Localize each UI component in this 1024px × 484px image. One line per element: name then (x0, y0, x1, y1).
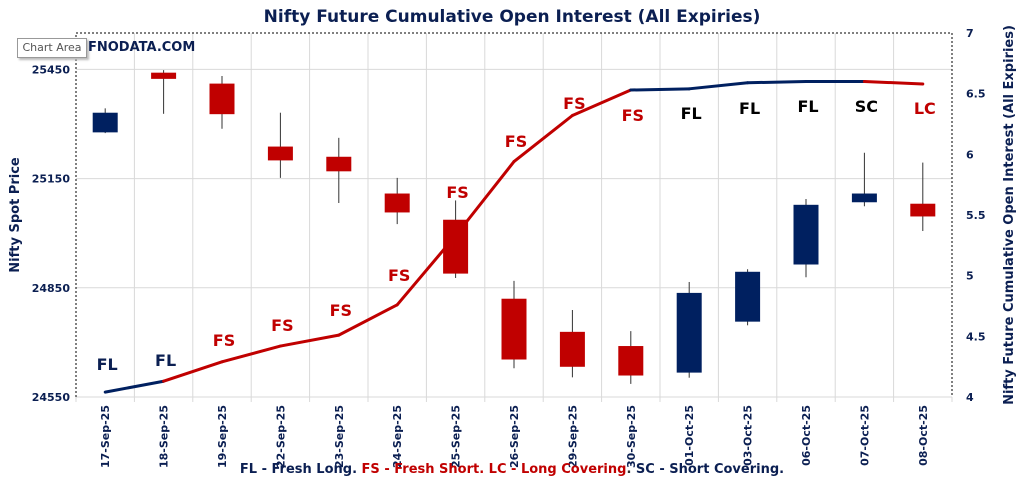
x-tick-label: 19-Sep-25 (216, 405, 229, 468)
watermark: FNODATA.COM (88, 40, 196, 55)
y-tick-right: 6.5 (966, 88, 986, 101)
x-tick-label: 26-Sep-25 (508, 405, 521, 468)
x-tick-label: 06-Oct-25 (800, 405, 813, 466)
oi-line-segment (220, 344, 282, 364)
oi-line-segment (454, 160, 516, 238)
legend-fs-lc: FS - Fresh Short. LC - Long Covering (361, 462, 627, 477)
y-tick-right: 4.5 (966, 330, 986, 343)
legend-fl: FL - Fresh Long. (239, 462, 362, 477)
oi-line-segment (103, 379, 166, 394)
y-tick-left: 24850 (32, 282, 71, 295)
x-tick-label: 03-Oct-25 (742, 405, 755, 466)
x-tick-label: 17-Sep-25 (99, 405, 112, 468)
x-tick-label: 25-Sep-25 (450, 405, 463, 468)
action-label: FS (388, 266, 410, 285)
action-label: FL (739, 99, 760, 118)
oi-line-segment (746, 80, 808, 85)
x-tick-label: 08-Oct-25 (917, 405, 930, 466)
action-label: FS (622, 106, 644, 125)
action-label: FS (505, 132, 527, 151)
action-label: FS (213, 331, 235, 350)
candle-body (793, 204, 819, 265)
action-label: FS (563, 94, 585, 113)
x-tick-label: 29-Sep-25 (566, 405, 579, 468)
oi-line-segment (395, 234, 458, 307)
candle-body (326, 156, 352, 172)
y-tick-right: 7 (966, 27, 974, 40)
candle-body (676, 292, 702, 373)
y-tick-right: 6 (966, 148, 974, 161)
action-label: FL (797, 97, 818, 116)
candle-body (851, 193, 877, 203)
candle-body (501, 298, 527, 360)
oi-line-segment (337, 303, 399, 337)
legend-sc: SC - Short Covering. (635, 462, 785, 477)
x-tick-label: 07-Oct-25 (858, 405, 871, 466)
action-label: FL (681, 104, 702, 123)
action-label: FS (330, 301, 352, 320)
chart-area-tooltip: Chart Area (17, 38, 87, 58)
x-tick-label: 30-Sep-25 (625, 405, 638, 468)
x-tick-label: 01-Oct-25 (683, 405, 696, 466)
candle-body (209, 83, 235, 115)
plot-area-border (75, 32, 953, 397)
action-label: LC (914, 99, 936, 118)
candle-body (151, 72, 177, 79)
x-tick-label: 23-Sep-25 (333, 405, 346, 468)
y-tick-left: 24550 (32, 391, 71, 404)
candle-body (910, 203, 936, 217)
action-label: FL (97, 355, 118, 374)
x-tick-label: 24-Sep-25 (391, 405, 404, 468)
oi-line-segment (570, 88, 633, 118)
y-axis-title-right: Nifty Future Cumulative Open Interest (A… (1002, 25, 1017, 405)
y-tick-right: 4 (966, 391, 974, 404)
y-tick-right: 5.5 (966, 209, 986, 222)
oi-line-segment (162, 360, 224, 383)
oi-line-segment (862, 80, 925, 86)
y-tick-right: 5 (966, 270, 974, 283)
candle-body (618, 346, 644, 376)
action-label: SC (855, 97, 878, 116)
candle-body (384, 193, 410, 213)
oi-line-segment (512, 114, 574, 164)
candle-body (559, 331, 585, 367)
oi-line-segment (278, 333, 341, 348)
legend: FL - Fresh Long. FS - Fresh Short. LC - … (0, 462, 1024, 477)
action-label: FL (155, 351, 176, 370)
oi-line-segment (687, 81, 750, 91)
y-tick-left: 25150 (32, 173, 71, 186)
y-tick-left: 25450 (32, 63, 71, 76)
chart-title: Nifty Future Cumulative Open Interest (A… (264, 7, 761, 27)
legend-sep: . (626, 462, 636, 477)
x-tick-label: 18-Sep-25 (158, 405, 171, 468)
x-tick-label: 22-Sep-25 (274, 405, 287, 468)
action-label: FS (446, 183, 468, 202)
action-label: FS (271, 316, 293, 335)
y-axis-title-left: Nifty Spot Price (8, 157, 23, 273)
oi-line-segment (629, 87, 691, 92)
candle-body (267, 146, 293, 161)
candle-body (735, 271, 761, 322)
candle-body (92, 112, 118, 133)
